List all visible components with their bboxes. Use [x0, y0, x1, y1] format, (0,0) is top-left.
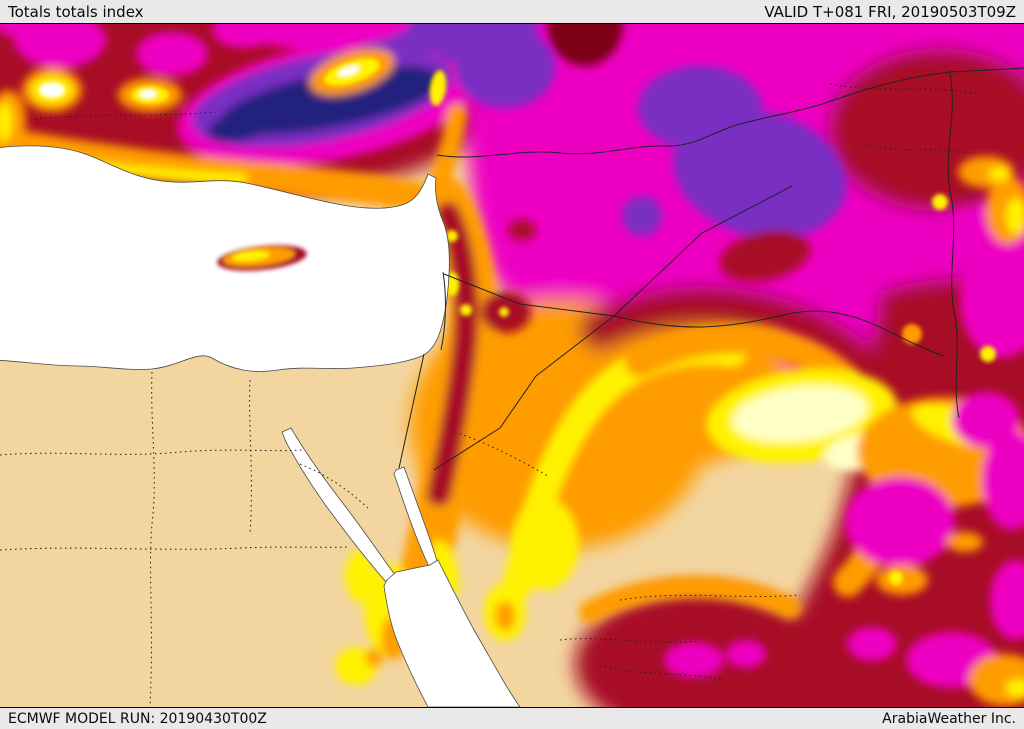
header-bar: Totals totals index VALID T+081 FRI, 201… [0, 0, 1024, 24]
map-area [0, 24, 1024, 707]
dotted-boundaries [0, 83, 981, 707]
footer-bar: ECMWF MODEL RUN: 20190430T00Z ArabiaWeat… [0, 707, 1024, 729]
model-run-label: ECMWF MODEL RUN: 20190430T00Z [8, 710, 267, 727]
red-sea [383, 559, 521, 707]
weather-map-canvas [0, 24, 1024, 707]
attribution-label: ArabiaWeather Inc. [882, 710, 1016, 727]
cyprus-island [217, 245, 307, 271]
page-title: Totals totals index [8, 2, 144, 21]
blob-layer [0, 24, 1024, 706]
country-borders [398, 67, 1024, 471]
valid-time-label: VALID T+081 FRI, 20190503T09Z [764, 2, 1016, 21]
spot-layer [39, 58, 996, 585]
